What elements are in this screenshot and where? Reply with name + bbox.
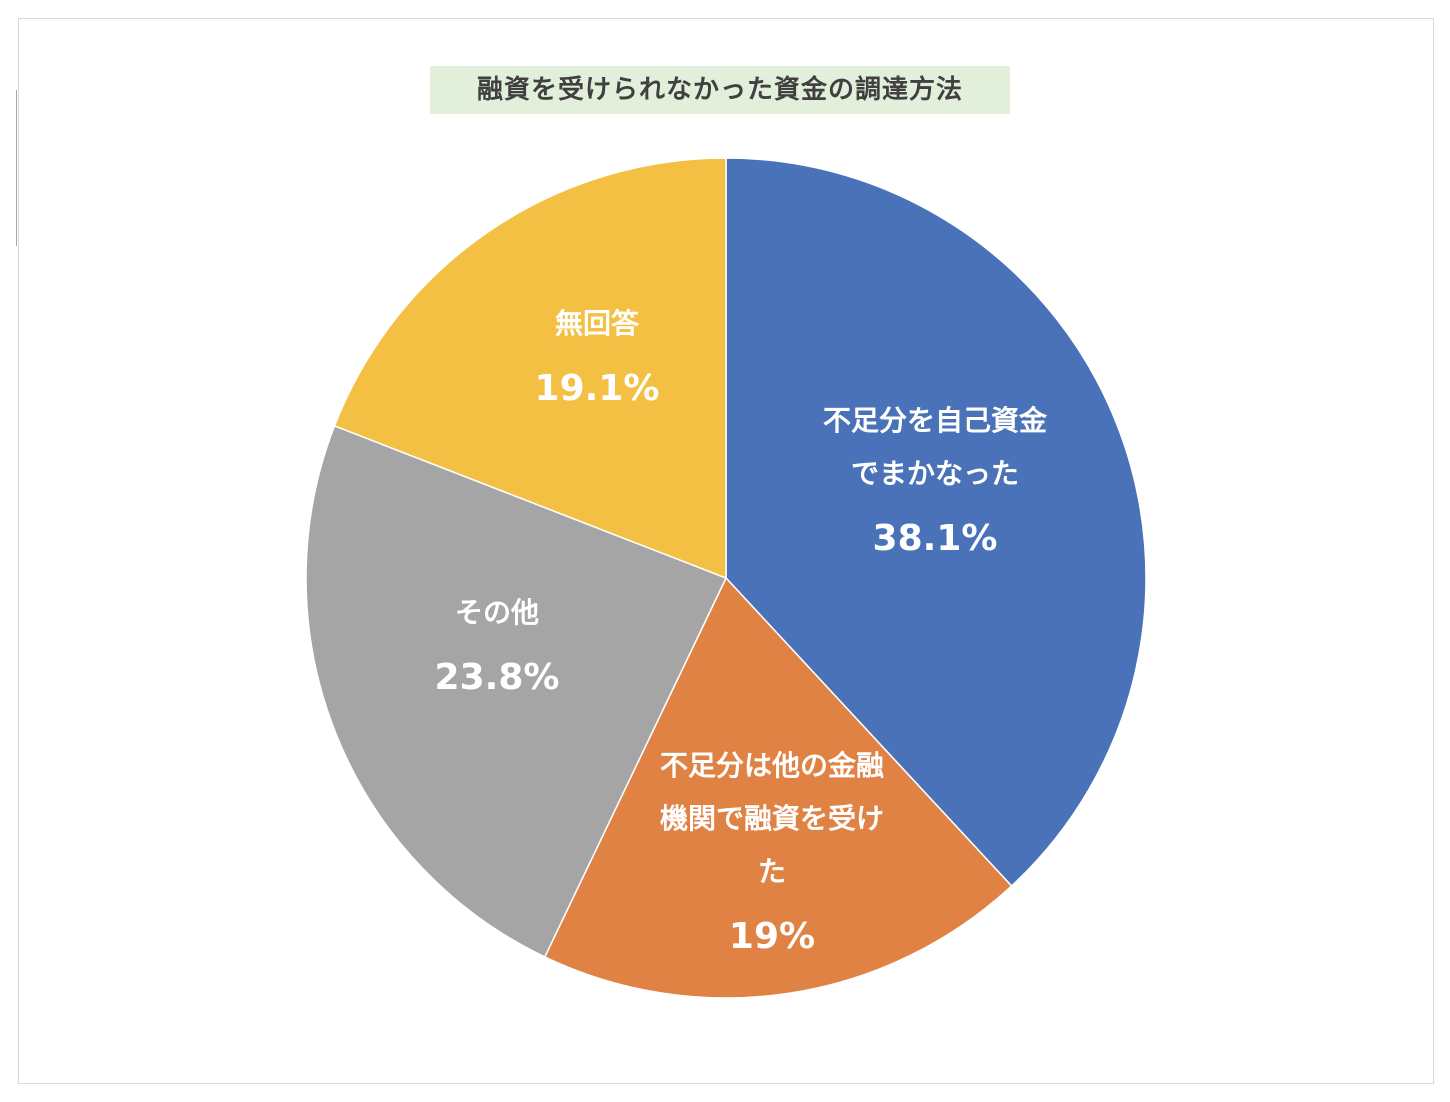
slice-3-category-label: その他 [455,596,539,629]
pie-slice-2 [543,576,1013,999]
slice-3-value-label: 23.8% [435,657,560,698]
slice-4-value-label: 19.1% [535,368,660,409]
pie-slice-1 [725,157,1147,888]
pie-slices [305,157,1147,999]
slice-4-category-label: 無回答 [555,307,640,340]
slice-2-value-label: 19% [729,916,815,957]
slice-2-category-label: 機関で融資を受け [660,802,884,835]
slice-1-value-label: 38.1% [873,518,998,559]
edge-divider [16,90,17,246]
slice-2-category-label: た [758,855,786,888]
slice-2-category-label: 不足分は他の金融 [660,749,884,782]
slice-1-category-label: 不足分を自己資金 [823,404,1048,437]
pie-slice-4 [333,157,727,580]
slice-1-category-label: でまかなった [851,457,1019,490]
chart-title: 融資を受けられなかった資金の調達方法 [430,66,1010,114]
pie-slice-3 [305,424,728,958]
